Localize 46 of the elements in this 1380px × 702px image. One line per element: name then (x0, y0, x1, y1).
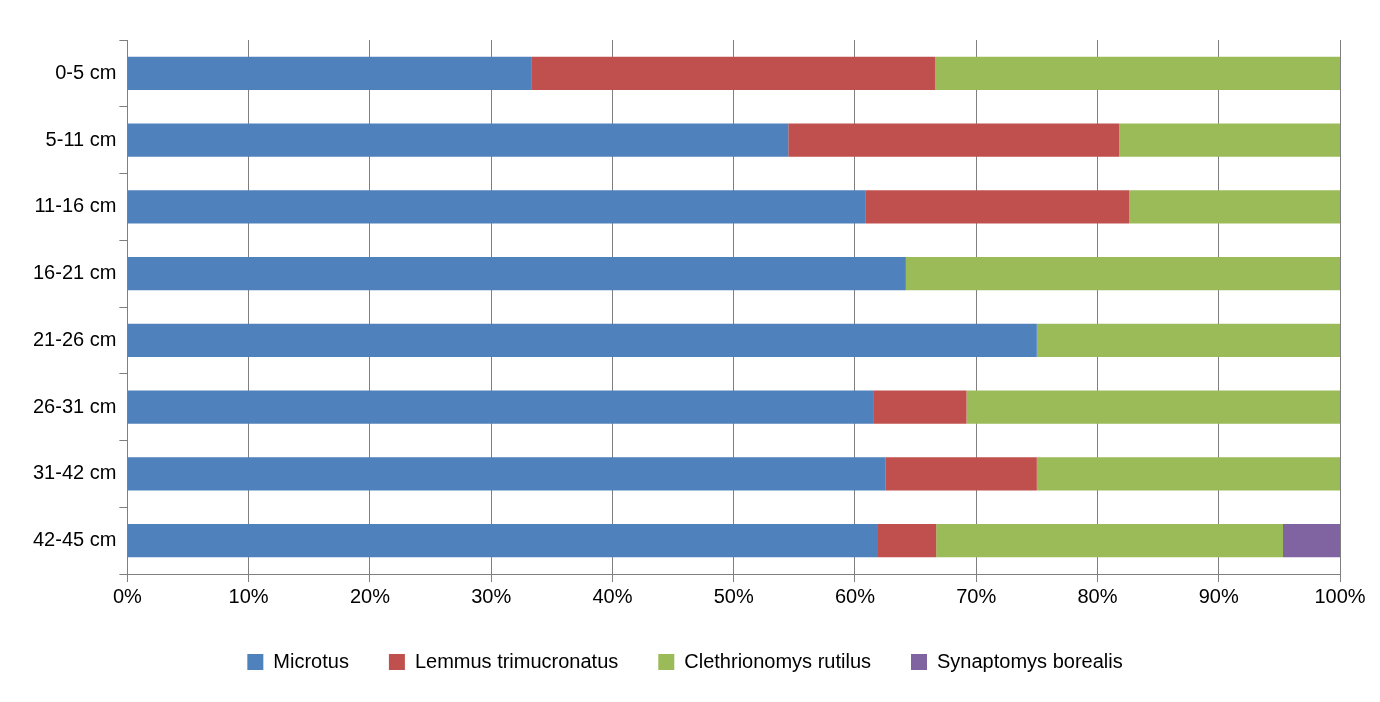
bar (1036, 457, 1340, 491)
bar (966, 390, 1340, 424)
bar (127, 390, 874, 424)
y-tick-label: 5-11 cm (45, 127, 117, 150)
y-tick-label: 11-16 cm (34, 194, 117, 217)
bar (1119, 123, 1340, 157)
bar (127, 323, 1037, 358)
bar (127, 123, 789, 157)
bar (873, 390, 967, 424)
bar (1129, 190, 1340, 224)
bar (905, 256, 1340, 291)
bar (934, 56, 1340, 91)
x-tick-label: 30% (471, 584, 512, 607)
bar (885, 457, 1037, 491)
bar (127, 190, 866, 224)
legend-label: Synaptomys borealis (937, 649, 1123, 672)
x-tick-label: 0% (112, 584, 143, 607)
bar (127, 56, 532, 91)
legend-label: Clethrionomys rutilus (684, 649, 872, 672)
x-tick-label: 20% (349, 584, 391, 607)
bar (127, 457, 886, 491)
bar (531, 56, 935, 91)
y-tick-label: 31-42 cm (32, 461, 117, 484)
bar (127, 523, 878, 558)
x-tick-label: 50% (713, 584, 754, 607)
y-tick-label: 42-45 cm (32, 528, 117, 551)
y-tick-label: 16-21 cm (32, 261, 117, 284)
bar (936, 523, 1284, 558)
legend-label: Microtus (273, 649, 349, 672)
bar (788, 123, 1120, 157)
y-tick-label: 26-31 cm (32, 394, 117, 417)
bar (865, 190, 1129, 224)
bar (127, 256, 906, 291)
y-tick-label: 21-26 cm (32, 327, 117, 350)
x-tick-label: 90% (1198, 584, 1239, 607)
bar (877, 523, 937, 558)
x-tick-label: 80% (1077, 584, 1118, 607)
x-tick-label: 100% (1314, 584, 1366, 607)
bar (1283, 523, 1340, 558)
x-tick-label: 70% (956, 584, 997, 607)
bar (1036, 323, 1340, 358)
x-tick-label: 60% (834, 584, 876, 607)
x-tick-label: 40% (592, 584, 633, 607)
legend-label: Lemmus trimucronatus (414, 649, 619, 672)
y-tick-label: 0-5 cm (55, 60, 117, 83)
x-tick-label: 10% (228, 584, 269, 607)
